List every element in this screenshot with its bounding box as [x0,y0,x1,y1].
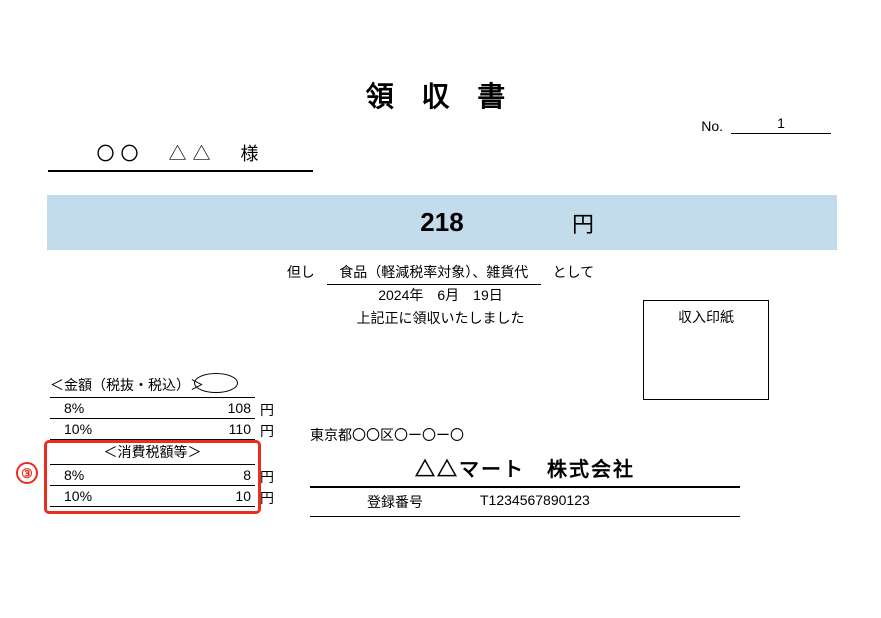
no-label: No. [701,118,723,134]
document-title: 領 収 書 [0,75,881,115]
desc-text: 食品（軽減税率対象）、雑貨代 [327,262,541,285]
receipt-number: No. 1 [701,115,831,134]
unit: 円 [255,400,279,420]
desc-suffix: として [553,264,595,280]
recipient-name: 〇〇 △△ 様 [48,140,313,172]
rate: 8% [50,400,105,416]
breakdown-row: 8% 108 円 [50,398,255,419]
reg-number: T1234567890123 [480,492,740,512]
stamp-label: 収入印紙 [678,309,734,325]
desc-prefix: 但し [287,264,315,280]
yen-unit: 円 [572,207,594,239]
reg-label: 登録番号 [310,492,480,512]
issuer-company: △△マート 株式会社 [310,453,740,488]
amount-value: 218 [420,207,463,238]
description-line: 但し 食品（軽減税率対象）、雑貨代 として [0,262,881,285]
issuer-block: 東京都〇〇区〇ー〇ー〇 △△マート 株式会社 登録番号 T12345678901… [310,425,740,517]
annotation-box [44,440,261,514]
breakdown-header: ＜金額（税抜・税込）＞ [50,375,255,398]
revenue-stamp-box: 収入印紙 [643,300,769,400]
unit: 円 [255,421,279,441]
no-value: 1 [731,115,831,134]
circled-option [194,373,238,393]
issuer-address: 東京都〇〇区〇ー〇ー〇 [310,425,740,445]
amt: 108 [105,400,255,416]
amount-band: 218 円 [47,195,837,250]
amt: 110 [105,421,255,437]
breakdown-header-text: ＜金額（税抜・税込）＞ [50,377,204,393]
rate: 10% [50,421,105,437]
annotation-number: ③ [16,462,38,484]
breakdown-row: 10% 110 円 [50,419,255,440]
registration-row: 登録番号 T1234567890123 [310,488,740,517]
